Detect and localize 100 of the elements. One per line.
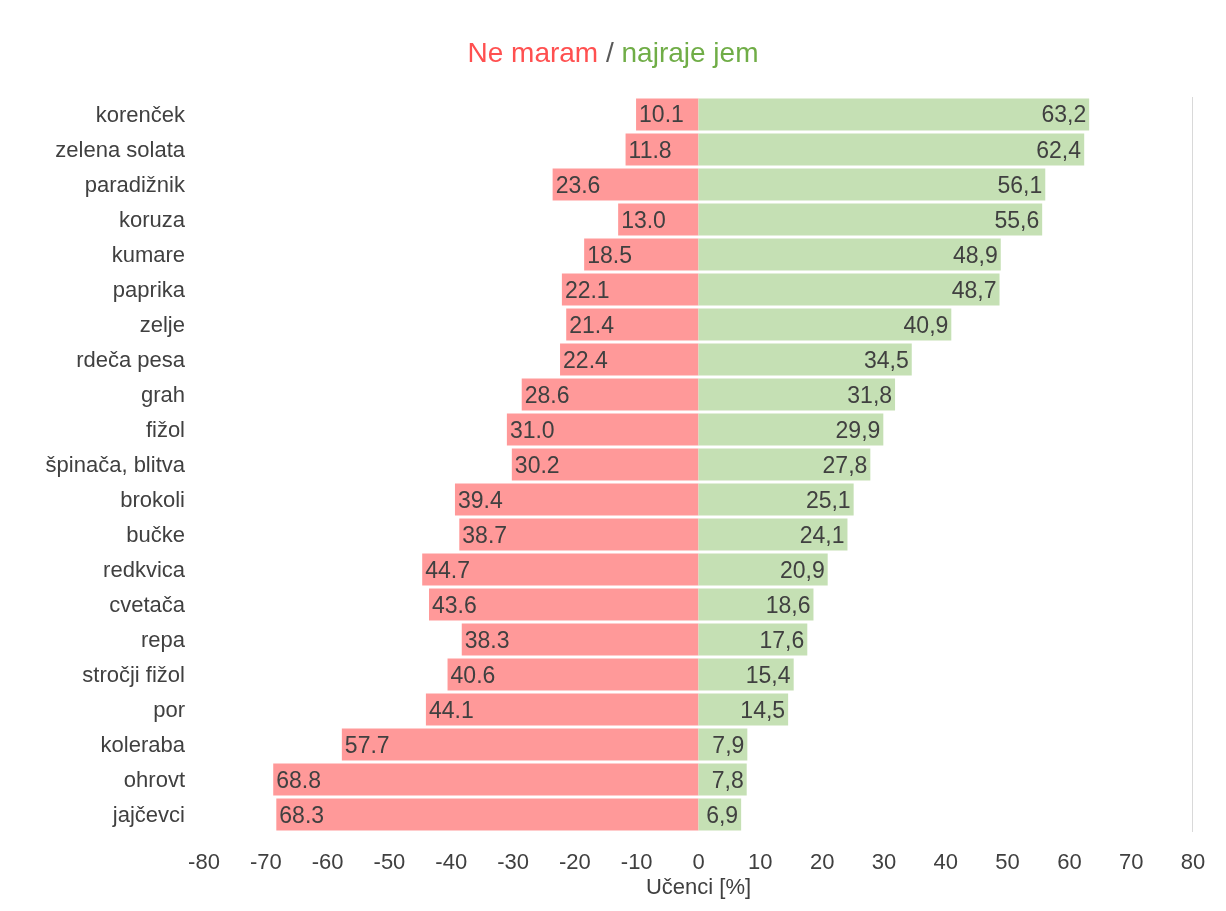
bar: [429, 588, 699, 621]
bar: [698, 343, 912, 376]
data-label: 48,9: [952, 241, 998, 268]
data-label: 15,4: [745, 661, 791, 688]
y-tick-label: zelena solata: [55, 137, 186, 163]
y-tick-label: kumare: [111, 242, 185, 268]
data-label: 10.1: [639, 101, 684, 128]
data-label: 22.4: [563, 346, 609, 373]
y-tick-label: koleraba: [100, 732, 186, 758]
data-label: 30.2: [514, 451, 560, 478]
data-label: 68.8: [276, 766, 321, 793]
data-label: 31.0: [509, 416, 555, 443]
y-tick-label: bučke: [126, 522, 185, 548]
bar: [560, 343, 699, 376]
bar: [511, 448, 699, 481]
x-tick-label: -80: [188, 849, 220, 874]
data-label: 21.4: [569, 311, 615, 338]
y-tick-label: redkvica: [103, 557, 186, 583]
y-tick-label: por: [153, 697, 185, 723]
bar: [273, 763, 699, 796]
y-tick-label: stročji fižol: [82, 662, 185, 688]
data-label: 7,9: [712, 731, 745, 758]
bar: [552, 168, 699, 201]
data-label: 17,6: [759, 626, 805, 653]
bar: [459, 518, 699, 551]
data-label: 27,8: [822, 451, 868, 478]
y-tick-label: paradižnik: [84, 172, 186, 198]
y-tick-label: repa: [140, 627, 186, 653]
y-tick-label: koruza: [118, 207, 186, 233]
x-tick-label: 10: [748, 849, 773, 874]
bar: [698, 168, 1046, 201]
x-tick-label: 50: [995, 849, 1020, 874]
x-axis-title: Učenci [%]: [645, 874, 752, 899]
bar: [425, 693, 699, 726]
bar: [566, 308, 699, 341]
y-tick-label: korenček: [95, 102, 186, 128]
data-label: 38.7: [462, 521, 508, 548]
data-label: 24,1: [799, 521, 845, 548]
x-tick-label: -20: [558, 849, 591, 874]
y-tick-label: paprika: [112, 277, 186, 303]
x-tick-label: -30: [497, 849, 529, 874]
x-tick-label: -40: [435, 849, 468, 874]
bar: [698, 203, 1043, 236]
bar: [698, 308, 952, 341]
data-label: 23.6: [555, 171, 601, 198]
data-label: 28.6: [524, 381, 570, 408]
data-label: 40.6: [450, 661, 496, 688]
bar: [276, 798, 699, 831]
x-tick-label: 30: [871, 849, 897, 874]
bar: [698, 273, 1000, 306]
bar: [461, 623, 699, 656]
data-label: 22.1: [564, 276, 610, 303]
data-label: 18.5: [587, 241, 632, 268]
y-tick-label: jajčevci: [111, 802, 185, 828]
data-label: 62,4: [1036, 136, 1082, 163]
y-tick-label: cvetača: [109, 592, 186, 618]
data-label: 11.8: [628, 136, 672, 163]
data-label: 57.7: [344, 731, 390, 758]
y-tick-label: brokoli: [120, 487, 185, 513]
data-label: 25,1: [805, 486, 851, 513]
bar: [506, 413, 699, 446]
x-tick-label: 20: [809, 849, 835, 874]
data-label: 68.3: [279, 801, 325, 828]
data-label: 48,7: [951, 276, 997, 303]
bar: [698, 378, 896, 411]
x-tick-label: 60: [1057, 849, 1082, 874]
data-label: 20,9: [779, 556, 825, 583]
y-tick-label: špinača, blitva: [45, 452, 186, 478]
x-tick-label: -50: [373, 849, 406, 874]
data-label: 13.0: [621, 206, 666, 233]
data-label: 34,5: [863, 346, 909, 373]
bar: [454, 483, 699, 516]
data-label: 18,6: [765, 591, 811, 618]
bar: [698, 238, 1001, 271]
x-tick-label: 80: [1180, 849, 1206, 874]
data-label: 39.4: [457, 486, 503, 513]
y-tick-label: fižol: [145, 417, 185, 443]
bar: [447, 658, 699, 691]
y-tick-label: zelje: [139, 312, 185, 338]
bar: [521, 378, 699, 411]
data-label: 56,1: [997, 171, 1043, 198]
data-label: 14,5: [740, 696, 786, 723]
data-label: 44.1: [428, 696, 474, 723]
data-label: 55,6: [994, 206, 1040, 233]
data-label: 29,9: [835, 416, 881, 443]
data-label: 31,8: [847, 381, 893, 408]
y-tick-label: rdeča pesa: [76, 347, 186, 373]
data-label: 43.6: [432, 591, 477, 618]
x-tick-label: 0: [692, 849, 705, 874]
bar: [698, 413, 884, 446]
y-tick-label: grah: [140, 382, 185, 408]
data-label: 6,9: [706, 801, 739, 828]
x-tick-label: -70: [249, 849, 282, 874]
data-label: 63,2: [1041, 101, 1087, 128]
data-label: 40,9: [903, 311, 949, 338]
x-tick-label: -10: [620, 849, 653, 874]
data-label: 44.7: [425, 556, 470, 583]
data-label: 38.3: [464, 626, 510, 653]
x-tick-label: -60: [311, 849, 344, 874]
x-tick-label: 40: [933, 849, 958, 874]
